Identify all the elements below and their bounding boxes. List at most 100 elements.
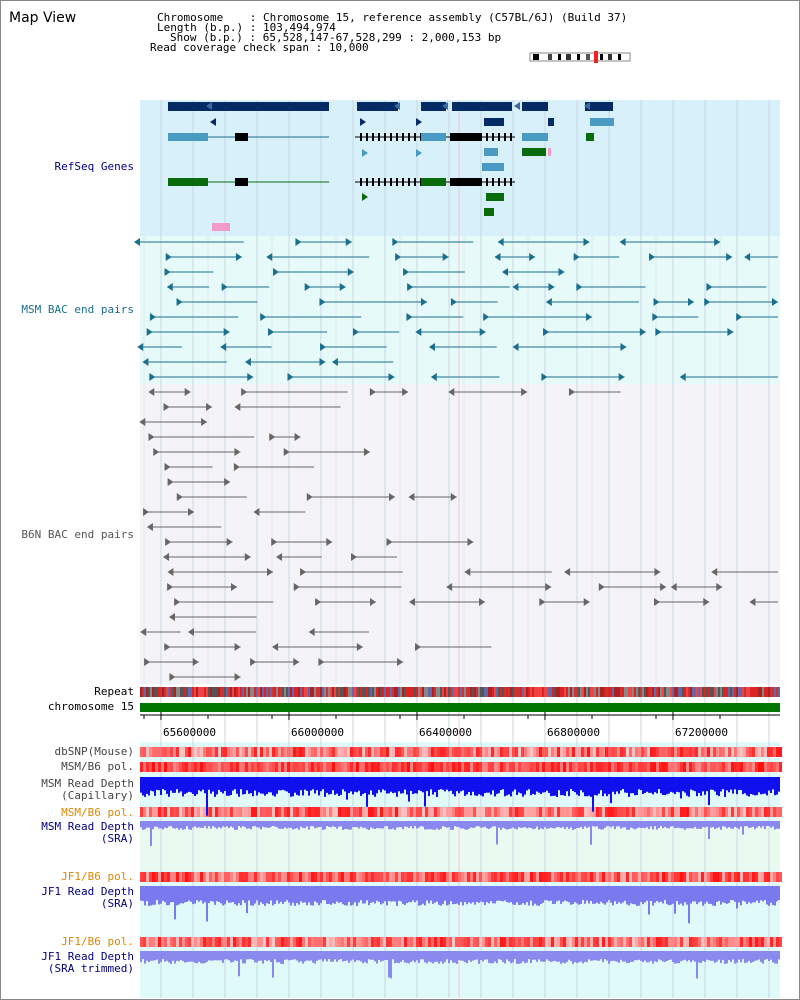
jf1-b6-pol-cell: [377, 937, 380, 947]
msm-b6-pol-cell: [764, 762, 767, 772]
jf1-trimmed-depth-bar: [286, 951, 288, 960]
msm-capillary-depth-bar: [440, 777, 442, 790]
msm-sra-depth-bar: [474, 821, 476, 828]
jf1-b6-pol-cell: [257, 937, 260, 947]
msm-b6-pol-cell: [308, 762, 311, 772]
jf1-trimmed-depth-bar: [230, 951, 232, 963]
repeat-segment: [746, 687, 748, 697]
jf1-b6-pol-cell: [581, 872, 584, 882]
msm-b6-pol-cell: [608, 762, 611, 772]
jf1-sra-depth-bar: [696, 886, 698, 905]
msm-capillary-depth-bar: [476, 777, 478, 796]
jf1-b6-pol-cell: [683, 872, 686, 882]
jf1-sra-depth-bar: [682, 886, 684, 906]
dbsnp-cell: [239, 747, 242, 757]
dbsnp-cell: [293, 747, 296, 757]
b6n-bac-end-arrow: [167, 478, 174, 486]
msm-sra-depth-bar: [538, 821, 540, 830]
label-line-1: MSM Read Depth: [41, 777, 134, 790]
msm-sra-depth-bar: [718, 821, 720, 828]
msm-sra-depth-bar: [390, 821, 392, 830]
jf1-b6-pol-cell: [398, 937, 401, 947]
msm-bac-end-arrow: [483, 313, 490, 321]
msm-capillary-depth-bar: [502, 777, 504, 790]
dbsnp-cell: [248, 747, 251, 757]
msm-capillary-depth-bar: [148, 777, 150, 796]
jf1-trimmed-depth-bar: [588, 951, 590, 960]
repeat-segment: [160, 687, 162, 697]
msm-sra-depth-bar: [202, 821, 204, 829]
msm-sra-depth-bar: [224, 821, 226, 828]
msm-sra-depth-bar: [626, 821, 628, 830]
jf1-sra-depth-bar: [154, 886, 156, 905]
jf1-trimmed-depth-bar: [328, 951, 330, 960]
jf1-trimmed-depth-bar: [728, 951, 730, 961]
msm-b6-pol-cell: [596, 762, 599, 772]
msm-b6-pol-cell: [575, 762, 578, 772]
msm-b6-pol-cell: [695, 762, 698, 772]
jf1-b6-pol-cell: [476, 872, 479, 882]
b6n-bac-end-arrow: [224, 478, 231, 486]
gene-exon: [384, 178, 386, 186]
msm-b6-pol-cell: [425, 807, 428, 817]
jf1-trimmed-depth-bar: [610, 951, 612, 962]
msm-sra-depth-bar: [604, 821, 606, 828]
jf1-sra-depth-bar: [176, 886, 178, 906]
jf1-b6-pol-cell: [617, 872, 620, 882]
msm-sra-depth-bar: [650, 821, 652, 827]
repeat-segment: [434, 687, 436, 697]
repeat-segment: [608, 687, 610, 697]
dbsnp-cell: [776, 747, 779, 757]
msm-b6-pol-cell: [755, 807, 758, 817]
msm-b6-pol-cell: [617, 807, 620, 817]
strand-arrow: [362, 193, 368, 201]
msm-capillary-depth-bar: [226, 777, 228, 796]
msm-b6-pol-cell: [476, 807, 479, 817]
repeat-segment: [622, 687, 624, 697]
msm-b6-pol-cell: [395, 807, 398, 817]
msm-b6-pol-cell: [239, 762, 242, 772]
msm-b6-pol-cell: [431, 762, 434, 772]
repeat-segment: [702, 687, 704, 697]
msm-capillary-depth-bar: [468, 777, 470, 793]
dbsnp-cell: [458, 747, 461, 757]
repeat-segment: [174, 687, 176, 697]
msm-sra-depth-bar: [526, 821, 528, 829]
repeat-segment: [592, 687, 594, 697]
msm-sra-depth-bar: [454, 821, 456, 827]
msm-capillary-depth-bar: [242, 777, 244, 795]
strand-arrow: [360, 118, 366, 126]
label-line-2: (SRA trimmed): [47, 962, 134, 975]
msm-capillary-depth-bar: [616, 777, 618, 792]
repeat-segment: [292, 687, 294, 697]
jf1-trimmed-depth-bar: [500, 951, 502, 960]
b6n-bac-end-arrow: [415, 643, 422, 651]
b6n-bac-end-arrow: [271, 538, 278, 546]
jf1-trimmed-depth-bar: [736, 951, 738, 963]
jf1-b6-pol-cell: [446, 872, 449, 882]
msm-sra-depth-bar: [298, 821, 300, 830]
msm-b6-pol-cell: [248, 807, 251, 817]
dbsnp-cell: [245, 747, 248, 757]
repeat-segment: [630, 687, 632, 697]
jf1-trimmed-depth-bar: [172, 951, 174, 961]
label-repeat: Repeat: [94, 685, 134, 698]
jf1-b6-pol-cell: [680, 872, 683, 882]
repeat-segment: [360, 687, 362, 697]
msm-b6-pol-cell: [560, 762, 563, 772]
jf1-b6-pol-cell: [284, 872, 287, 882]
gene-block: [421, 102, 446, 111]
msm-b6-pol-cell: [245, 762, 248, 772]
msm-capillary-depth-bar: [698, 777, 700, 793]
msm-capillary-depth-bar: [212, 777, 214, 792]
jf1-b6-pol-cell: [230, 937, 233, 947]
msm-b6-pol-cell: [329, 762, 332, 772]
msm-sra-depth-bar: [274, 821, 276, 827]
jf1-b6-pol-cell: [314, 872, 317, 882]
msm-b6-pol-cell: [572, 762, 575, 772]
jf1-b6-pol-cell: [716, 872, 719, 882]
repeat-segment: [256, 687, 258, 697]
msm-sra-depth-bar: [722, 821, 724, 827]
msm-b6-pol-cell: [668, 807, 671, 817]
